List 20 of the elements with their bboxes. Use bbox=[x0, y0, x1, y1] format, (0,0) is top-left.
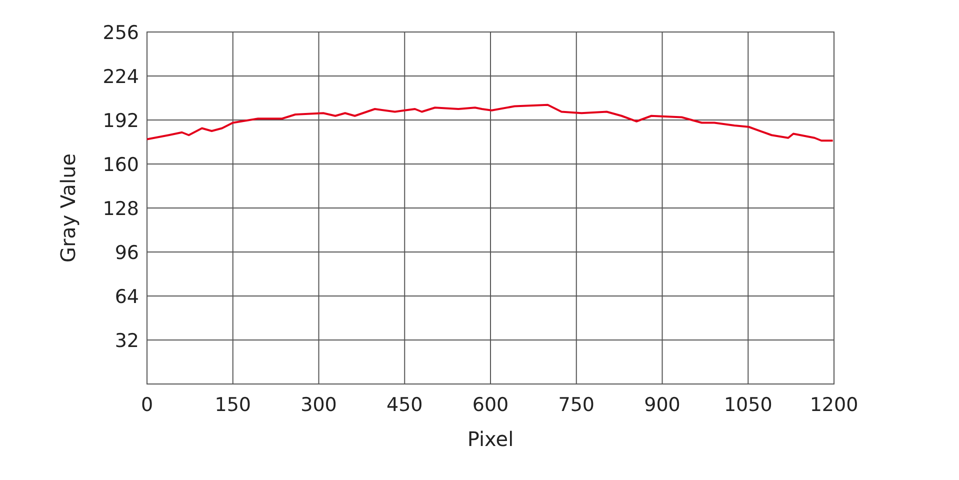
x-tick-label: 600 bbox=[472, 394, 509, 416]
x-tick-label: 150 bbox=[214, 394, 252, 416]
y-tick-label: 128 bbox=[102, 198, 139, 220]
y-tick-label: 192 bbox=[102, 110, 139, 132]
x-tick-label: 300 bbox=[300, 394, 337, 416]
y-tick-label: 32 bbox=[114, 330, 139, 352]
x-tick-label: 1200 bbox=[810, 394, 858, 416]
y-tick-label: 256 bbox=[102, 22, 139, 44]
line-series bbox=[146, 104, 834, 142]
x-axis-title: Pixel bbox=[467, 427, 514, 451]
x-tick-label: 1050 bbox=[724, 394, 772, 416]
y-tick-label: 160 bbox=[102, 154, 139, 176]
y-tick-label: 64 bbox=[114, 286, 139, 308]
x-tick-label: 750 bbox=[558, 394, 595, 416]
y-axis-title: Gray Value bbox=[56, 153, 80, 263]
x-tick-label: 450 bbox=[386, 394, 423, 416]
y-tick-label: 96 bbox=[114, 242, 139, 264]
x-tick-label: 0 bbox=[140, 394, 154, 416]
x-tick-label: 900 bbox=[644, 394, 680, 416]
y-tick-label: 224 bbox=[102, 66, 139, 88]
